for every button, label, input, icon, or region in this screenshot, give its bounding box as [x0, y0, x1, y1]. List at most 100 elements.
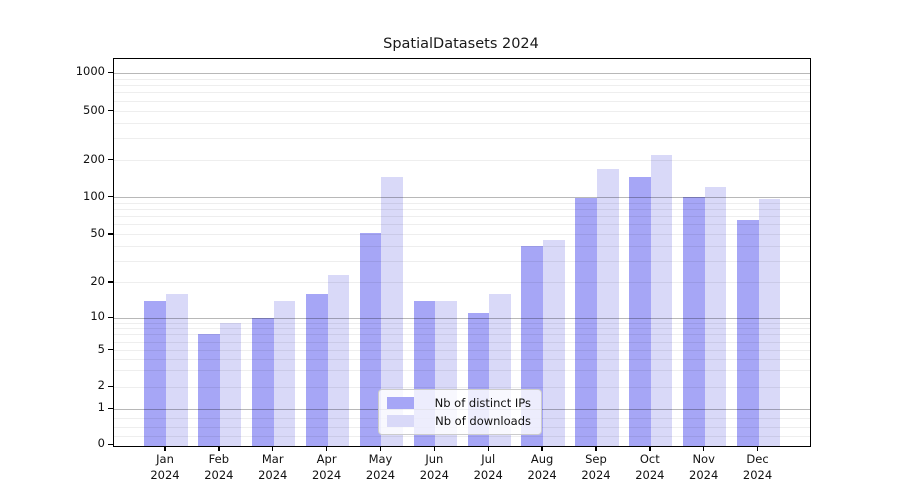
x-tick-mark: [487, 446, 489, 451]
x-tick-mark: [325, 446, 328, 451]
chart-title: SpatialDatasets 2024: [383, 36, 539, 52]
minor-gridline: [114, 111, 810, 112]
legend-label-distinct-ips: Nb of distinct IPs: [434, 396, 531, 410]
y-tick-mark: [108, 407, 113, 410]
bar-downloads-feb: [219, 322, 242, 446]
x-tick-mark: [164, 446, 166, 451]
x-tick-month: Dec: [746, 452, 769, 466]
bar-downloads-dec: [758, 199, 781, 446]
legend-label-downloads: Nb of downloads: [435, 414, 531, 428]
bar-downloads-jan: [166, 293, 188, 446]
y-tick-label: 500: [83, 102, 105, 117]
minor-gridline: [114, 100, 810, 102]
x-tick-year: 2024: [581, 468, 611, 482]
x-tick-label: Feb 2024: [187, 451, 251, 483]
x-tick-year: 2024: [419, 468, 449, 482]
y-tick-label: 1: [97, 400, 105, 415]
x-tick-month: Feb: [208, 452, 230, 466]
minor-gridline: [114, 78, 810, 80]
minor-gridline: [114, 138, 810, 140]
x-tick-year: 2024: [150, 468, 180, 482]
y-tick-label: 5: [97, 341, 105, 356]
major-gridline: [114, 72, 810, 74]
x-tick-label: Jan 2024: [133, 451, 197, 483]
bar-distinct-ips-apr: [306, 293, 328, 446]
y-tick-label: 10: [90, 309, 105, 324]
x-tick-month: May: [368, 452, 393, 466]
x-tick-mark: [649, 446, 651, 451]
x-tick-label: Jul 2024: [456, 451, 520, 483]
y-tick-mark: [108, 71, 113, 74]
bar-distinct-ips-sep: [575, 198, 597, 446]
y-tick-mark: [108, 316, 113, 319]
x-tick-label: Jun 2024: [402, 451, 466, 483]
x-tick-label: Dec 2024: [726, 451, 790, 483]
y-tick-label: 20: [90, 273, 105, 288]
x-tick-label: Mar 2024: [241, 451, 305, 483]
minor-gridline: [114, 92, 810, 94]
bar-distinct-ips-dec: [736, 220, 759, 446]
x-tick-year: 2024: [689, 468, 719, 482]
legend-swatch-distinct-ips: [387, 397, 414, 409]
legend-swatch-downloads: [387, 415, 414, 427]
x-tick-month: Jul: [481, 452, 496, 466]
y-tick-label: 100: [83, 188, 105, 203]
x-tick-month: Jun: [425, 452, 444, 466]
x-tick-mark: [703, 446, 705, 451]
bar-downloads-nov: [704, 187, 727, 446]
bar-downloads-may: [381, 177, 404, 446]
x-tick-label: Nov 2024: [672, 451, 736, 483]
y-tick-label: 50: [90, 225, 105, 240]
x-tick-year: 2024: [204, 468, 234, 482]
x-tick-year: 2024: [473, 468, 503, 482]
x-tick-label: Apr 2024: [295, 451, 359, 483]
x-tick-year: 2024: [527, 468, 557, 482]
bar-distinct-ips-nov: [683, 197, 705, 446]
x-tick-month: Aug: [530, 452, 554, 466]
x-tick-label: Oct 2024: [618, 451, 682, 483]
plot-area: [113, 58, 811, 447]
y-tick-mark: [108, 196, 113, 198]
x-tick-year: 2024: [258, 468, 288, 482]
bar-distinct-ips-jan: [144, 300, 166, 446]
y-tick-label: 200: [83, 151, 105, 166]
legend-item-downloads: Nb of downloads: [387, 414, 531, 428]
x-tick-month: Mar: [261, 452, 284, 466]
y-tick-mark: [108, 281, 113, 283]
bar-downloads-oct: [650, 154, 673, 446]
bar-downloads-apr: [327, 274, 350, 446]
bar-distinct-ips-feb: [198, 334, 220, 446]
x-tick-mark: [272, 446, 274, 451]
legend-item-distinct-ips: Nb of distinct IPs: [387, 396, 531, 410]
y-tick-mark: [108, 349, 113, 351]
minor-gridline: [114, 85, 810, 87]
x-tick-year: 2024: [365, 468, 396, 482]
y-tick-label: 0: [97, 436, 105, 450]
x-tick-label: Sep 2024: [564, 451, 628, 483]
x-tick-year: 2024: [311, 468, 342, 482]
minor-gridline: [114, 122, 810, 124]
y-tick-mark: [108, 443, 113, 445]
bar-distinct-ips-oct: [629, 177, 651, 446]
x-tick-label: May 2024: [348, 451, 412, 483]
y-tick-mark: [108, 385, 113, 388]
x-tick-month: Sep: [585, 452, 607, 466]
bar-downloads-mar: [273, 300, 296, 446]
x-tick-label: Aug 2024: [510, 451, 574, 483]
x-tick-year: 2024: [742, 468, 773, 482]
y-tick-label: 2: [97, 378, 105, 393]
bar-distinct-ips-may: [359, 233, 382, 446]
bar-downloads-aug: [543, 239, 565, 446]
minor-gridline: [114, 160, 810, 161]
x-tick-mark: [433, 446, 436, 451]
y-tick-mark: [108, 110, 113, 112]
y-tick-mark: [108, 233, 113, 235]
x-tick-mark: [218, 446, 220, 451]
x-tick-year: 2024: [635, 468, 665, 482]
x-tick-mark: [379, 446, 382, 451]
legend: Nb of distinct IPs Nb of downloads: [378, 389, 542, 435]
x-tick-month: Jan: [156, 452, 174, 466]
x-tick-month: Nov: [692, 452, 715, 466]
y-tick-label: 1000: [75, 64, 105, 79]
y-tick-mark: [108, 159, 113, 161]
